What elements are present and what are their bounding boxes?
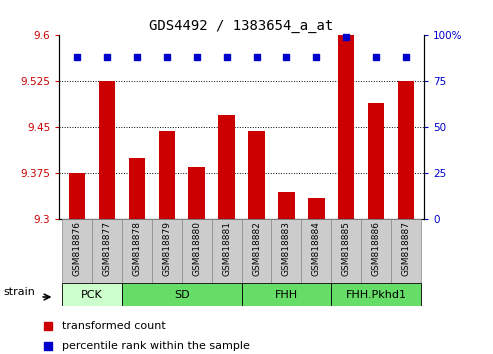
FancyBboxPatch shape — [152, 219, 182, 283]
Title: GDS4492 / 1383654_a_at: GDS4492 / 1383654_a_at — [149, 19, 334, 33]
FancyBboxPatch shape — [331, 219, 361, 283]
FancyBboxPatch shape — [62, 219, 92, 283]
Text: GSM818877: GSM818877 — [103, 221, 111, 276]
Bar — [218, 115, 235, 219]
Text: GSM818887: GSM818887 — [401, 221, 411, 276]
FancyBboxPatch shape — [301, 219, 331, 283]
Bar — [248, 131, 265, 219]
Text: GSM818880: GSM818880 — [192, 221, 201, 276]
Bar — [308, 198, 324, 219]
FancyBboxPatch shape — [122, 283, 242, 306]
Text: percentile rank within the sample: percentile rank within the sample — [63, 341, 250, 350]
FancyBboxPatch shape — [92, 219, 122, 283]
Bar — [99, 81, 115, 219]
FancyBboxPatch shape — [211, 219, 242, 283]
Bar — [368, 103, 385, 219]
FancyBboxPatch shape — [242, 219, 272, 283]
FancyBboxPatch shape — [361, 219, 391, 283]
Bar — [188, 167, 205, 219]
Text: PCK: PCK — [81, 290, 103, 300]
Text: strain: strain — [3, 287, 35, 297]
Text: GSM818886: GSM818886 — [372, 221, 381, 276]
FancyBboxPatch shape — [182, 219, 211, 283]
Bar — [398, 81, 414, 219]
Bar — [159, 131, 175, 219]
Bar — [69, 173, 85, 219]
Text: GSM818884: GSM818884 — [312, 221, 321, 276]
FancyBboxPatch shape — [272, 219, 301, 283]
Bar — [338, 35, 354, 219]
Text: transformed count: transformed count — [63, 321, 166, 331]
Text: FHH.Pkhd1: FHH.Pkhd1 — [346, 290, 407, 300]
FancyBboxPatch shape — [331, 283, 421, 306]
Text: GSM818882: GSM818882 — [252, 221, 261, 276]
Text: GSM818878: GSM818878 — [133, 221, 141, 276]
Text: FHH: FHH — [275, 290, 298, 300]
Bar — [129, 158, 145, 219]
Text: GSM818885: GSM818885 — [342, 221, 351, 276]
Text: GSM818883: GSM818883 — [282, 221, 291, 276]
FancyBboxPatch shape — [242, 283, 331, 306]
Text: SD: SD — [174, 290, 190, 300]
FancyBboxPatch shape — [62, 283, 122, 306]
Bar — [278, 192, 295, 219]
FancyBboxPatch shape — [391, 219, 421, 283]
Text: GSM818876: GSM818876 — [72, 221, 82, 276]
FancyBboxPatch shape — [122, 219, 152, 283]
Text: GSM818881: GSM818881 — [222, 221, 231, 276]
Text: GSM818879: GSM818879 — [162, 221, 171, 276]
